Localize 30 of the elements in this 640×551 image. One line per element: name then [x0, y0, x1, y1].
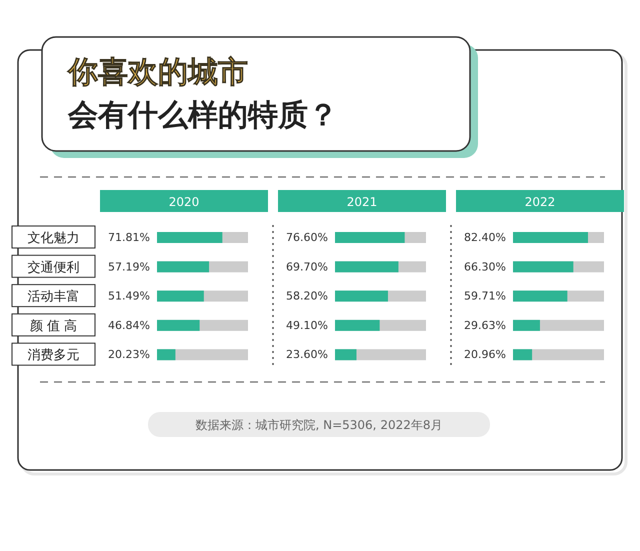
data-label: 57.19% — [108, 260, 150, 274]
data-label: 76.60% — [286, 231, 328, 244]
data-label: 51.49% — [108, 290, 150, 303]
text: 会有什么样的特质？ — [67, 98, 338, 133]
bar — [157, 349, 176, 360]
bar — [513, 320, 540, 331]
data-label: 46.84% — [108, 318, 150, 332]
data-label: 49.10% — [286, 318, 328, 332]
y-tick-label: 消费多元 — [28, 348, 80, 364]
data-label: 20.23% — [108, 348, 150, 362]
data-label: 66.30% — [464, 260, 506, 274]
y-tick-label: 交通便利 — [28, 259, 80, 276]
text: 你喜欢的城市 — [66, 55, 248, 90]
data-label: 71.81% — [108, 231, 150, 244]
data-label: 59.71% — [464, 290, 506, 303]
data-label: 82.40% — [464, 231, 506, 244]
chart-title: 2020 — [168, 195, 200, 209]
y-tick-label: 活动丰富 — [28, 288, 80, 305]
source-note: 数据来源：城市研究院, N=5306, 2022年8月 — [195, 418, 443, 432]
y-tick-label: 文化魅力 — [28, 231, 80, 246]
y-tick-label: 颜 值 高 — [30, 318, 78, 334]
chart-title: 2022 — [524, 195, 556, 209]
chart-title: 2021 — [346, 195, 378, 209]
bar — [513, 349, 532, 360]
data-label: 29.63% — [464, 318, 506, 332]
data-label: 69.70% — [286, 260, 328, 274]
data-label: 23.60% — [286, 348, 328, 362]
bar — [335, 349, 356, 360]
data-label: 58.20% — [286, 290, 328, 303]
data-label: 20.96% — [464, 348, 506, 362]
